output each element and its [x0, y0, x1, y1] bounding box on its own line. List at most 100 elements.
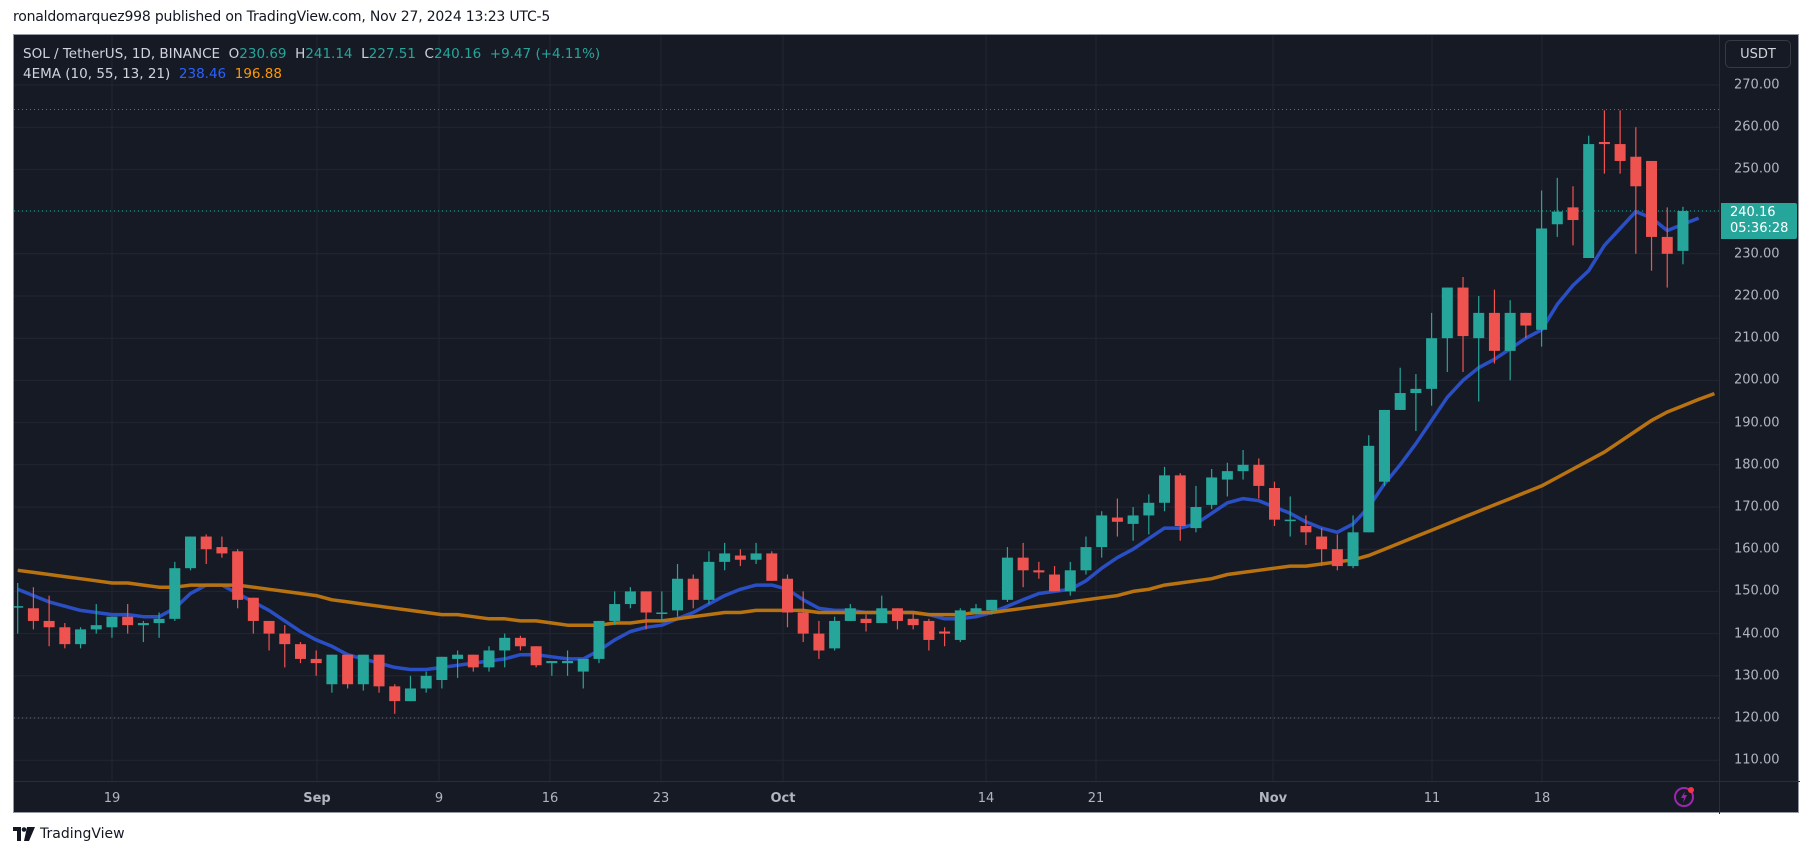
candle[interactable]: [483, 650, 495, 668]
candle[interactable]: [357, 654, 369, 685]
candle[interactable]: [1567, 207, 1579, 221]
candle[interactable]: [656, 612, 668, 615]
candle[interactable]: [719, 553, 731, 562]
candle[interactable]: [891, 608, 903, 621]
candle[interactable]: [1096, 515, 1108, 548]
candle[interactable]: [1661, 236, 1673, 254]
lightning-alert-icon[interactable]: [1672, 783, 1698, 813]
candle[interactable]: [1206, 477, 1218, 505]
candle[interactable]: [687, 578, 699, 600]
candle[interactable]: [59, 627, 71, 645]
candle[interactable]: [530, 646, 542, 666]
candle[interactable]: [1551, 211, 1563, 225]
candle[interactable]: [436, 656, 448, 681]
candle[interactable]: [1143, 502, 1155, 516]
candle[interactable]: [106, 616, 118, 628]
candle[interactable]: [373, 654, 385, 687]
candle[interactable]: [1598, 141, 1610, 145]
candle[interactable]: [1378, 409, 1390, 482]
candle[interactable]: [672, 578, 684, 611]
candle[interactable]: [1504, 312, 1516, 351]
candle[interactable]: [1174, 475, 1186, 526]
candle[interactable]: [797, 612, 809, 634]
candle[interactable]: [342, 654, 354, 685]
candle[interactable]: [939, 631, 951, 634]
candle[interactable]: [389, 686, 401, 702]
candle[interactable]: [844, 608, 856, 621]
candle[interactable]: [1410, 388, 1422, 394]
candle[interactable]: [279, 633, 291, 645]
candle[interactable]: [1331, 549, 1343, 567]
candle[interactable]: [1347, 532, 1359, 567]
candle[interactable]: [1064, 570, 1076, 592]
candle[interactable]: [1269, 488, 1280, 520]
footer-brand[interactable]: TradingView: [13, 826, 125, 842]
candle[interactable]: [153, 618, 165, 624]
candle[interactable]: [294, 644, 306, 659]
ema-fast-line[interactable]: [17, 209, 1700, 672]
candle[interactable]: [640, 591, 652, 613]
candle[interactable]: [1441, 287, 1453, 339]
candle[interactable]: [813, 633, 825, 651]
candle[interactable]: [452, 654, 464, 659]
candle[interactable]: [122, 616, 134, 626]
indicator-name[interactable]: 4EMA (10, 55, 13, 21): [23, 66, 171, 82]
candle[interactable]: [876, 608, 888, 624]
candle[interactable]: [1614, 144, 1626, 161]
candle[interactable]: [1520, 312, 1532, 326]
candle[interactable]: [860, 618, 872, 624]
candle[interactable]: [829, 620, 841, 649]
candle[interactable]: [263, 620, 275, 634]
candle[interactable]: [1221, 471, 1233, 480]
candle[interactable]: [577, 658, 589, 672]
candle[interactable]: [499, 637, 511, 651]
candle[interactable]: [43, 620, 55, 628]
candle[interactable]: [593, 620, 605, 659]
candle[interactable]: [216, 547, 228, 554]
candle[interactable]: [609, 604, 621, 621]
candle[interactable]: [1284, 519, 1296, 522]
candle[interactable]: [404, 688, 416, 702]
candle[interactable]: [326, 654, 338, 685]
candle[interactable]: [1630, 156, 1642, 187]
candle[interactable]: [247, 597, 259, 621]
candle[interactable]: [185, 536, 197, 569]
candle[interactable]: [467, 654, 479, 668]
candle[interactable]: [1253, 464, 1265, 486]
candle[interactable]: [970, 608, 982, 613]
candle[interactable]: [1646, 160, 1658, 237]
candle[interactable]: [954, 610, 966, 640]
candle[interactable]: [750, 553, 762, 560]
candle[interactable]: [1080, 547, 1092, 571]
candle[interactable]: [1237, 464, 1249, 472]
candle[interactable]: [1033, 570, 1045, 573]
candle[interactable]: [1536, 228, 1548, 330]
price-axis[interactable]: USDT 240.16 05:36:28 270.00 260.00 250.00 2…: [1719, 35, 1800, 781]
candle[interactable]: [1316, 536, 1328, 550]
candle[interactable]: [986, 599, 998, 611]
candle[interactable]: [12, 606, 24, 608]
ema-slow-line[interactable]: [17, 391, 1716, 627]
candle[interactable]: [232, 551, 244, 600]
candle[interactable]: [1426, 338, 1438, 389]
candle[interactable]: [1473, 312, 1485, 339]
candle[interactable]: [562, 661, 574, 664]
candle[interactable]: [624, 591, 636, 605]
candle[interactable]: [546, 661, 558, 664]
candle[interactable]: [1017, 557, 1029, 571]
candle[interactable]: [1001, 557, 1013, 600]
candle[interactable]: [907, 618, 919, 626]
candle[interactable]: [703, 561, 715, 600]
candle[interactable]: [1583, 144, 1595, 259]
candle[interactable]: [1111, 517, 1123, 522]
candle[interactable]: [1457, 287, 1469, 337]
candle[interactable]: [1159, 475, 1171, 503]
candle[interactable]: [90, 625, 102, 630]
candle[interactable]: [1300, 525, 1312, 533]
candle[interactable]: [1394, 393, 1406, 410]
candle[interactable]: [1677, 210, 1689, 251]
time-axis[interactable]: 19 Sep 9 16 23 Oct 14 21 Nov 11 18: [14, 781, 1719, 814]
candle[interactable]: [781, 578, 793, 613]
candle[interactable]: [1488, 312, 1500, 351]
candle[interactable]: [923, 620, 935, 640]
